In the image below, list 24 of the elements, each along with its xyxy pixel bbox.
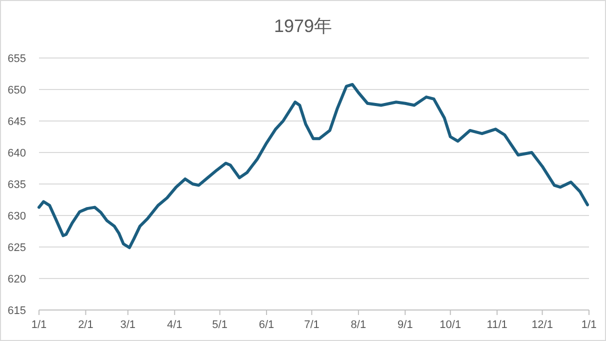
y-tick-label: 650 (8, 84, 26, 96)
y-tick-label: 645 (8, 116, 26, 128)
x-tick-label: 11/1 (486, 319, 508, 331)
x-tick-label: 8/1 (350, 319, 366, 331)
x-tick-label: 1/1 (31, 319, 47, 331)
y-tick-label: 640 (8, 148, 26, 160)
x-tick-label: 7/1 (304, 319, 320, 331)
x-tick-label: 4/1 (166, 319, 182, 331)
y-tick-label: 620 (8, 274, 26, 286)
chart-title: 1979年 (274, 16, 332, 36)
y-tick-label: 655 (8, 53, 26, 65)
y-tick-label: 625 (8, 242, 26, 254)
x-tick-label: 12/1 (532, 319, 553, 331)
y-tick-label: 635 (8, 179, 26, 191)
x-tick-label: 1/1 (581, 319, 597, 331)
y-tick-label: 630 (8, 210, 26, 222)
x-tick-label: 3/1 (120, 319, 136, 331)
x-tick-label: 6/1 (258, 319, 274, 331)
y-tick-label: 615 (8, 305, 26, 317)
x-tick-label: 5/1 (212, 319, 228, 331)
x-tick-label: 9/1 (398, 319, 413, 331)
x-tick-label: 2/1 (78, 319, 94, 331)
x-tick-label: 10/1 (440, 319, 462, 331)
line-series (38, 82, 589, 250)
